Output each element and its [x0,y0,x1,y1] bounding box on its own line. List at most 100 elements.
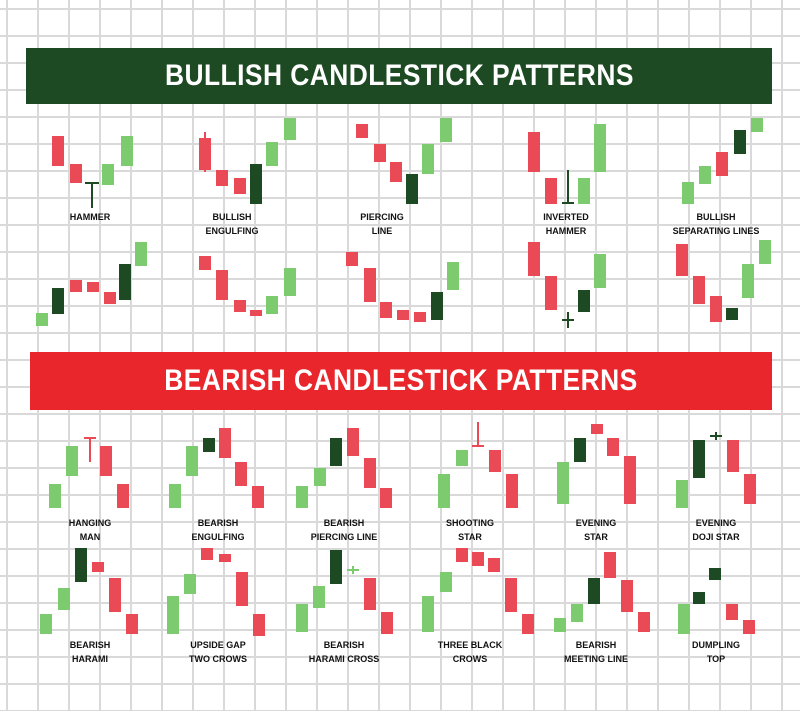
pattern-evening-doji-star [676,432,756,508]
candle [588,578,600,604]
candle [743,620,755,634]
candle [522,614,534,634]
candle [347,428,359,456]
pattern-inverted-hammer [528,124,606,204]
candle [571,604,583,622]
candle [422,144,434,174]
candle [199,132,211,172]
pattern-bearish-harami [40,548,138,634]
pattern-bull-row2-a [36,242,147,326]
candle [607,438,619,456]
candle [87,282,99,292]
candle [456,548,468,562]
candle [710,296,722,322]
candle [364,578,376,610]
bearish-banner: BEARISH CANDLESTICK PATTERNS [30,352,772,410]
label-bearish-engulfing: BEARISH ENGULFING [191,518,245,542]
candle [751,118,763,132]
pattern-evening-star [557,424,636,504]
candle [284,118,296,140]
candle [709,568,721,580]
candle [169,484,181,508]
label-hammer: HAMMER [69,212,111,222]
candle [250,310,262,316]
candle [678,604,690,634]
pattern-bearish-harami-cross [296,550,393,634]
candle [506,474,518,508]
candle [201,548,213,560]
pattern-upside-gap-two-crows [167,548,265,636]
candle [488,558,500,572]
candle [109,578,121,612]
candle [104,292,116,304]
candle [102,164,114,185]
candle [70,164,82,183]
label-bearish-meeting-line: BEARISH MEETING LINE [563,640,628,664]
candle [693,592,705,604]
candle [186,446,198,476]
candle [364,268,376,302]
candle [52,136,64,166]
pattern-hammer [52,136,133,208]
candle [726,604,738,620]
candle [58,588,70,610]
candle [66,446,78,476]
candle [574,438,586,462]
candle [716,152,728,176]
pattern-bearish-piercing-line [296,428,392,508]
candle [390,162,402,182]
candle [528,132,540,172]
candle [472,552,484,566]
label-evening-star: EVENING STAR [575,518,617,542]
label-bullish-separating-lines: BULLISH SEPARATING LINES [672,212,760,236]
candle [594,124,606,172]
label-bearish-piercing-line: BEARISH PIERCING LINE [310,518,378,542]
candle [422,596,434,632]
candle [296,604,308,632]
candle [119,264,131,300]
candle [40,614,52,634]
bearish-title: BEARISH CANDLESTICK PATTERNS [164,364,638,397]
label-hanging-man: HANGING MAN [68,518,112,542]
label-bearish-harami-cross: BEARISH HARAMI CROSS [308,640,380,664]
candle [447,262,459,290]
candle [374,144,386,162]
candle [545,276,557,310]
candle [545,178,557,204]
candle-doji [472,422,484,447]
candle [219,428,231,458]
pattern-bull-row2-e [676,240,771,322]
pattern-bullish-separating-lines [682,118,763,204]
candle [330,550,342,584]
candle [699,166,711,184]
label-inverted-hammer: INVERTED HAMMER [543,212,589,236]
candle [314,468,326,486]
pattern-bull-row2-b [199,256,296,316]
candle [330,438,342,466]
candle [70,280,82,292]
candle [135,242,147,266]
candle [284,268,296,296]
candle [167,596,179,634]
candle [594,254,606,288]
pattern-dumpling-top [678,568,755,634]
candle [528,242,540,276]
candle [234,300,246,312]
candle [554,618,566,632]
candle [440,118,452,142]
label-bearish-harami: BEARISH HARAMI [69,640,111,664]
candle [624,456,636,504]
label-piercing-line: PIERCING LINE [360,212,404,236]
candle [121,136,133,166]
candle [364,458,376,488]
candle [266,142,278,166]
candle [381,612,393,634]
candle [100,446,112,476]
candle [505,578,517,612]
pattern-bearish-engulfing [169,428,264,508]
pattern-bull-row2-c [346,252,459,322]
candle-doji [710,432,722,440]
pattern-bull-row2-d [528,242,606,328]
candle [557,462,569,504]
